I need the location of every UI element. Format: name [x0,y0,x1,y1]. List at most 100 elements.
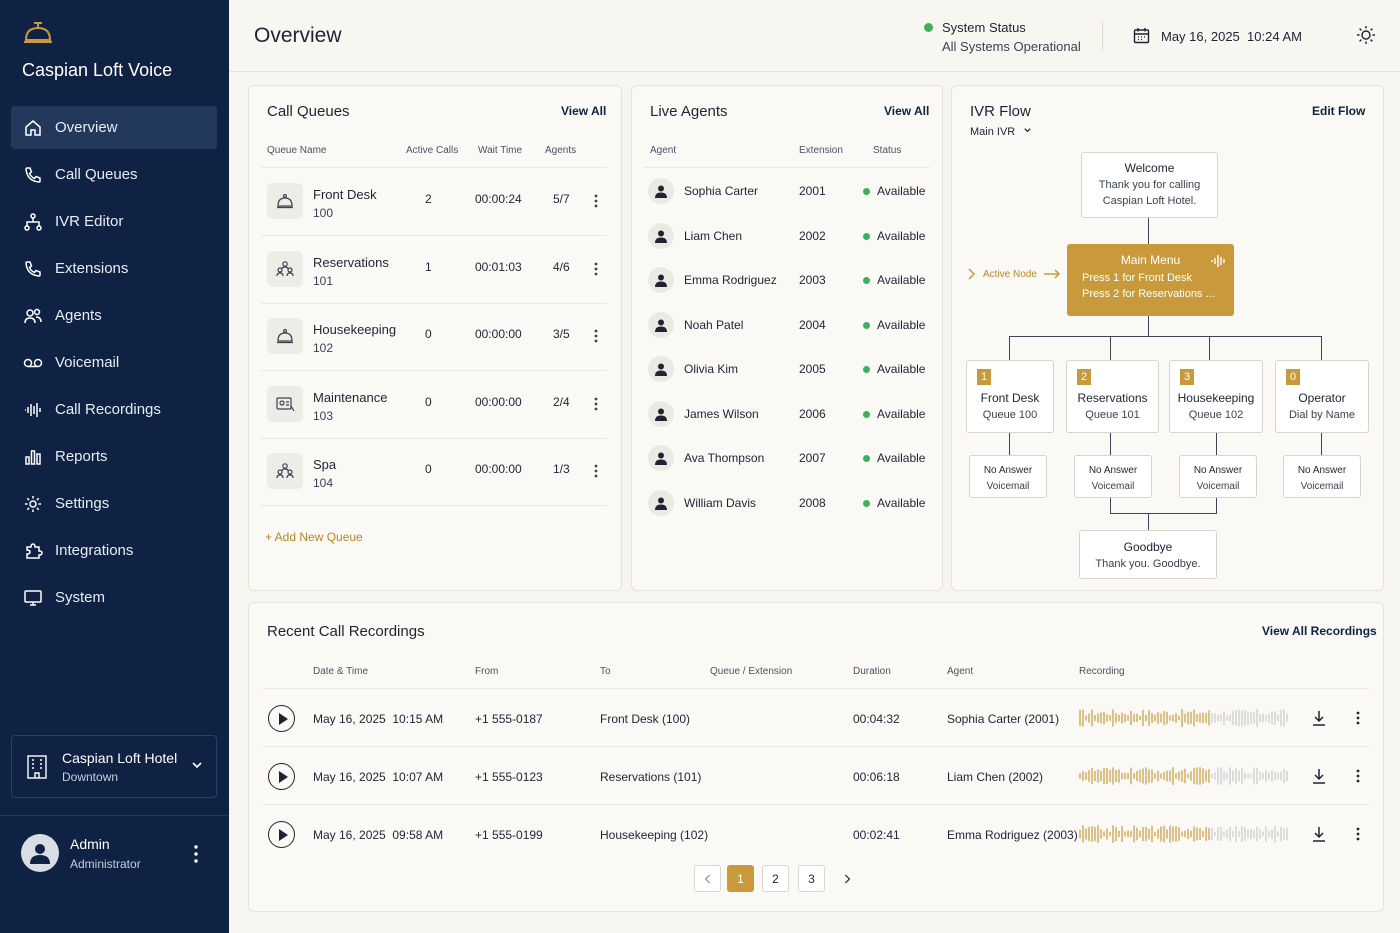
table-row[interactable]: Front Desk 100 2 00:00:24 5/7 [261,168,607,236]
divider [263,688,1369,689]
more-vertical-icon[interactable] [593,261,599,277]
ivr-node-fallback[interactable]: No Answer Voicemail [1179,455,1257,498]
recording-agent: Emma Rodriguez (2003) [947,828,1078,842]
play-button[interactable] [268,821,295,848]
more-vertical-icon[interactable] [1355,710,1361,726]
ivr-selector[interactable]: Main IVR [970,126,1032,138]
connector-line [1148,513,1149,530]
recording-to: Reservations (101) [600,770,702,784]
sidebar-item-label: Integrations [55,542,134,559]
more-vertical-icon[interactable] [593,328,599,344]
sidebar-item-voicemail[interactable]: Voicemail [11,341,217,384]
group-icon [276,463,294,479]
sidebar-item-label: Call Queues [55,166,138,183]
sidebar-item-overview[interactable]: Overview [11,106,217,149]
table-row[interactable]: Maintenance 103 0 00:00:00 2/4 [261,371,607,439]
list-item[interactable]: Olivia Kim 2005 Available [648,348,928,392]
table-row[interactable]: Reservations 101 1 00:01:03 4/6 [261,236,607,304]
user-profile[interactable]: Admin Administrator [21,834,141,872]
agent-count: 4/6 [553,259,570,274]
pagination-next-button[interactable] [833,865,860,892]
play-button[interactable] [268,763,295,790]
sidebar-item-system[interactable]: System [11,576,217,619]
pagination-page-2[interactable]: 2 [762,865,789,892]
queue-name: Reservations [313,254,389,270]
sidebar-item-call-recordings[interactable]: Call Recordings [11,388,217,431]
recording-from: +1 555-0199 [475,828,543,842]
download-icon[interactable] [1312,768,1326,784]
sidebar-item-reports[interactable]: Reports [11,435,217,478]
list-item[interactable]: Liam Chen 2002 Available [648,215,928,259]
ivr-node-goodbye[interactable]: Goodbye Thank you. Goodbye. [1079,530,1217,579]
ivr-node-fallback[interactable]: No Answer Voicemail [969,455,1047,498]
connector-line [1216,433,1217,455]
agent-count: 2/4 [553,394,570,409]
header: Overview System Status All Systems Opera… [229,0,1400,72]
agent-count: 1/3 [553,462,570,476]
view-all-agents-link[interactable]: View All [884,104,930,118]
play-button[interactable] [268,705,295,732]
queue-name: Spa [313,457,337,472]
sidebar-item-settings[interactable]: Settings [11,482,217,525]
sidebar-item-call-queues[interactable]: Call Queues [11,153,217,196]
list-item[interactable]: Ava Thompson 2007 Available [648,437,928,481]
recording-agent: Liam Chen (2002) [947,770,1044,784]
waveform-icon[interactable] [1079,766,1289,786]
more-vertical-icon[interactable] [188,843,204,865]
list-item[interactable]: Emma Rodriguez 2003 Available [648,259,928,303]
divider [263,804,1369,805]
user-icon [30,844,50,864]
view-all-queues-link[interactable]: View All [561,104,607,118]
more-vertical-icon[interactable] [593,463,599,479]
table-row[interactable]: Housekeeping 102 0 00:00:00 3/5 [261,303,607,371]
pagination-page-3[interactable]: 3 [798,865,825,892]
column-header: Extension [799,145,843,156]
agent-name: Ava Thompson [684,451,765,465]
pagination-page-1[interactable]: 1 [727,865,754,892]
download-icon[interactable] [1312,826,1326,842]
ivr-node-option[interactable]: 3 Housekeeping Queue 102 [1169,360,1263,433]
ivr-node-fallback[interactable]: No Answer Voicemail [1283,455,1361,498]
column-header: Queue Name [267,145,327,156]
table-row: May 16, 2025 10:15 AM +1 555-0187 Front De… [263,689,1369,747]
theme-toggle-icon[interactable] [1356,25,1376,45]
edit-flow-link[interactable]: Edit Flow [1312,104,1366,118]
list-item[interactable]: Noah Patel 2004 Available [648,304,928,348]
more-vertical-icon[interactable] [1355,826,1361,842]
user-icon [655,408,667,421]
wait-time: 00:00:00 [475,394,522,409]
ivr-node-welcome[interactable]: Welcome Thank you for calling Caspian Lo… [1081,152,1218,218]
more-vertical-icon[interactable] [593,396,599,412]
hotel-selector[interactable]: Caspian Loft Hotel Downtown [11,735,217,798]
agent-count: 5/7 [553,192,570,206]
ivr-node-option[interactable]: 0 Operator Dial by Name [1275,360,1369,433]
user-icon [655,452,667,465]
pagination-prev-button[interactable] [694,865,721,892]
status-indicator [924,23,933,32]
agent-name: Emma Rodriguez [684,273,777,287]
sidebar-item-label: Settings [55,495,110,512]
recording-agent: Sophia Carter (2001) [947,712,1060,726]
list-item[interactable]: William Davis 2008 Available [648,482,928,526]
list-item[interactable]: James Wilson 2006 Available [648,393,928,437]
ivr-node-option[interactable]: 1 Front Desk Queue 100 [966,360,1054,433]
active-node-label: Active Node [983,268,1037,280]
ivr-node-option[interactable]: 2 Reservations Queue 101 [1066,360,1159,433]
view-all-recordings-link[interactable]: View All Recordings [1262,624,1377,638]
ivr-node-fallback[interactable]: No Answer Voicemail [1074,455,1152,498]
sidebar-item-ivr-editor[interactable]: IVR Editor [11,200,217,243]
add-queue-button[interactable]: + Add New Queue [265,530,363,544]
list-item[interactable]: Sophia Carter 2001 Available [648,170,928,214]
sidebar-item-extensions[interactable]: Extensions [11,247,217,290]
sidebar-item-agents[interactable]: Agents [11,294,217,337]
more-vertical-icon[interactable] [1355,768,1361,784]
more-vertical-icon[interactable] [593,193,599,209]
agent-name: Noah Patel [684,317,744,332]
download-icon[interactable] [1312,710,1326,726]
queue-name: Front Desk [313,187,377,202]
waveform-icon[interactable] [1079,824,1289,844]
table-row[interactable]: Spa 104 0 00:00:00 1/3 [261,438,607,506]
waveform-icon[interactable] [1079,708,1289,728]
ivr-node-main-menu[interactable]: Main Menu Press 1 for Front Desk Press 2… [1067,244,1234,316]
sidebar-item-integrations[interactable]: Integrations [11,529,217,572]
